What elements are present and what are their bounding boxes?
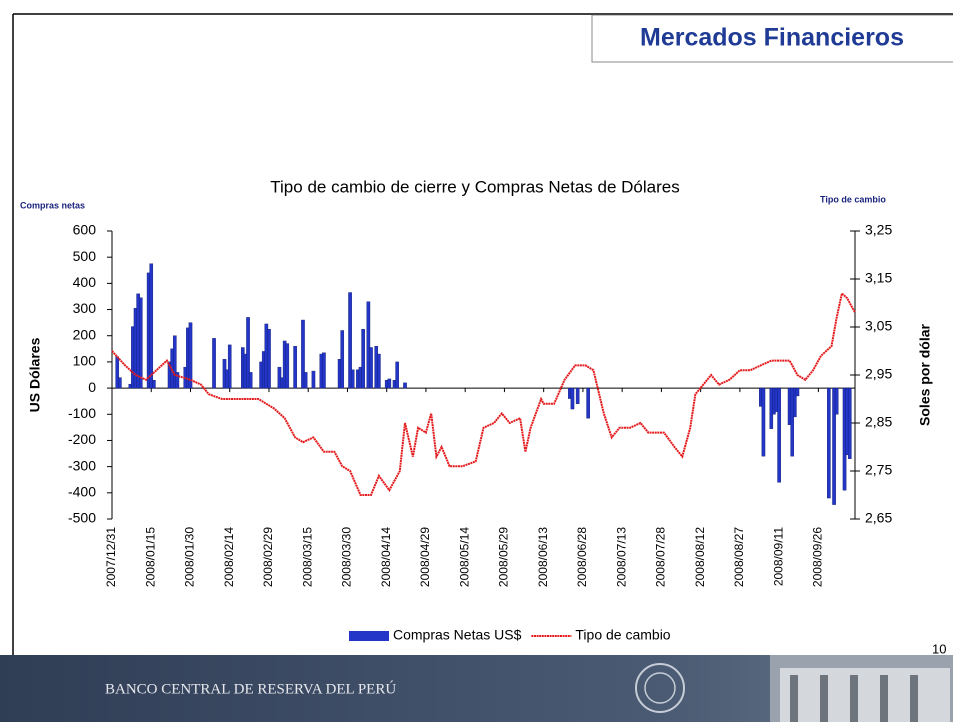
bar	[835, 388, 838, 414]
bar	[304, 372, 307, 388]
x-tick-label: 2008/08/27	[732, 527, 746, 587]
bar	[189, 323, 192, 388]
bar	[267, 329, 270, 388]
bar	[294, 346, 297, 388]
bar	[322, 353, 325, 388]
x-tick-label: 2008/05/14	[457, 527, 471, 587]
bar	[827, 388, 830, 498]
column	[910, 675, 918, 722]
bar	[369, 348, 372, 389]
x-tick-label: 2008/06/13	[536, 527, 550, 587]
slide: Mercados Financieros 10 Tipo de cambio d…	[0, 0, 953, 722]
x-tick-label: 2008/04/14	[379, 527, 393, 587]
y-tick-label: -200	[68, 431, 96, 447]
y-tick-label: 100	[73, 353, 97, 369]
x-tick-label: 2008/03/30	[340, 527, 354, 587]
legend-label: Compras Netas US$	[393, 627, 522, 643]
bar	[312, 371, 315, 388]
y-tick-label: 300	[73, 300, 97, 316]
y-tick-label: 0	[88, 379, 96, 395]
y2-tick-label: 3,15	[865, 270, 892, 286]
bar	[341, 330, 344, 388]
y-label-top: Compras netas	[20, 200, 85, 210]
x-tick-label: 2008/08/12	[693, 527, 707, 587]
bar	[362, 329, 365, 388]
column	[790, 675, 798, 722]
y-tick-label: -100	[68, 405, 96, 421]
x-tick-label: 2008/01/30	[183, 527, 197, 587]
bar	[351, 370, 354, 388]
header-title: Mercados Financieros	[640, 24, 904, 52]
bar	[249, 372, 252, 388]
line	[112, 293, 855, 495]
y-tick-label: -300	[68, 457, 96, 473]
y2-tick-label: 2,85	[865, 414, 892, 430]
x-tick-label: 2008/02/14	[222, 527, 236, 587]
y-tick-label: 400	[73, 274, 97, 290]
bar	[377, 354, 380, 388]
building	[780, 668, 950, 722]
bar	[152, 380, 155, 388]
x-tick-label: 2007/12/31	[104, 527, 118, 587]
bar	[396, 362, 399, 388]
y-tick-label: -500	[68, 510, 96, 526]
bar	[388, 379, 391, 388]
y2-tick-label: 3,25	[865, 222, 892, 238]
bar	[118, 378, 121, 388]
y-tick-label: 500	[73, 248, 97, 264]
x-tick-label: 2008/01/15	[143, 527, 157, 587]
chart-title: Tipo de cambio de cierre y Compras Netas…	[270, 177, 679, 196]
y2-axis-label: Soles por dólar	[917, 323, 933, 425]
plot: -500 -400 -300 -200 -100 0 100 200 300 400 500 600 2…	[68, 222, 892, 643]
y-axis-label: US Dólares	[27, 337, 43, 412]
column	[850, 675, 858, 722]
y2-label-top: Tipo de cambio	[820, 194, 886, 204]
bar	[587, 388, 590, 418]
x-tick-label: 2008/09/26	[811, 527, 825, 587]
y-tick-label: 600	[73, 222, 97, 238]
column	[820, 675, 828, 722]
footer-institution: BANCO CENTRAL DE RESERVA DEL PERÚ	[105, 680, 396, 697]
y2-tick-label: 3,05	[865, 318, 892, 334]
legend-swatch	[349, 631, 389, 641]
x-tick-label: 2008/02/29	[261, 527, 275, 587]
bar	[212, 338, 215, 388]
footer: BANCO CENTRAL DE RESERVA DEL PERÚ	[0, 655, 953, 722]
bar	[228, 345, 231, 388]
bar	[762, 388, 765, 456]
bar	[848, 388, 851, 459]
x-tick-label: 2008/04/29	[418, 527, 432, 587]
y2-tick-label: 2,75	[865, 462, 892, 478]
page-number: 10	[932, 641, 946, 656]
x-tick-label: 2008/07/13	[614, 527, 628, 587]
bar	[778, 388, 781, 482]
bar	[139, 298, 142, 388]
y2-tick-label: 2,95	[865, 366, 892, 382]
x-tick-label: 2008/07/28	[654, 527, 668, 587]
bar	[403, 383, 406, 388]
legend-label: Tipo de cambio	[575, 627, 670, 643]
bar	[576, 388, 579, 404]
bar	[796, 388, 799, 396]
bar	[150, 264, 153, 388]
y-tick-label: -400	[68, 484, 96, 500]
bar	[571, 388, 574, 409]
column	[880, 675, 888, 722]
x-tick-label: 2008/05/29	[497, 527, 511, 587]
bar	[286, 344, 289, 389]
x-tick-label: 2008/09/11	[771, 527, 785, 586]
y2-tick-label: 2,65	[865, 510, 892, 526]
x-tick-label: 2008/06/28	[575, 527, 589, 587]
x-tick-label: 2008/03/15	[300, 527, 314, 587]
y-tick-label: 200	[73, 326, 97, 342]
